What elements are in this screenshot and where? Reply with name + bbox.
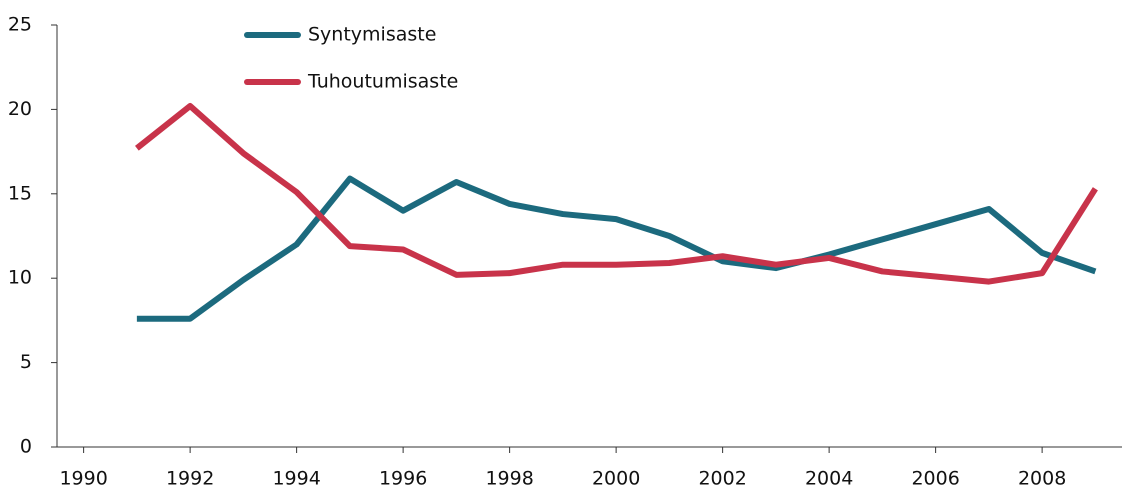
- y-tick-label: 20: [8, 98, 32, 120]
- x-tick-label: 2000: [592, 468, 640, 490]
- legend-label: Tuhoutumisaste: [307, 71, 458, 93]
- x-tick-label: 1990: [59, 468, 107, 490]
- x-tick-label: 1992: [166, 468, 214, 490]
- y-tick-label: 25: [8, 14, 32, 36]
- x-tick-label: 1998: [485, 468, 533, 490]
- series-line: [135, 103, 1098, 285]
- y-tick-label: 15: [8, 182, 32, 204]
- y-tick-label: 0: [20, 436, 32, 458]
- x-tick-label: 2006: [911, 468, 959, 490]
- x-tick-label: 1996: [379, 468, 427, 490]
- y-tick-label: 5: [20, 351, 32, 373]
- x-tick-label: 2002: [698, 468, 746, 490]
- x-tick-label: 1994: [272, 468, 320, 490]
- x-tick-label: 2008: [1018, 468, 1066, 490]
- legend-label: Syntymisaste: [308, 24, 436, 46]
- x-tick-label: 2004: [805, 468, 853, 490]
- y-tick-label: 10: [8, 267, 32, 289]
- series-line: [136, 175, 1097, 322]
